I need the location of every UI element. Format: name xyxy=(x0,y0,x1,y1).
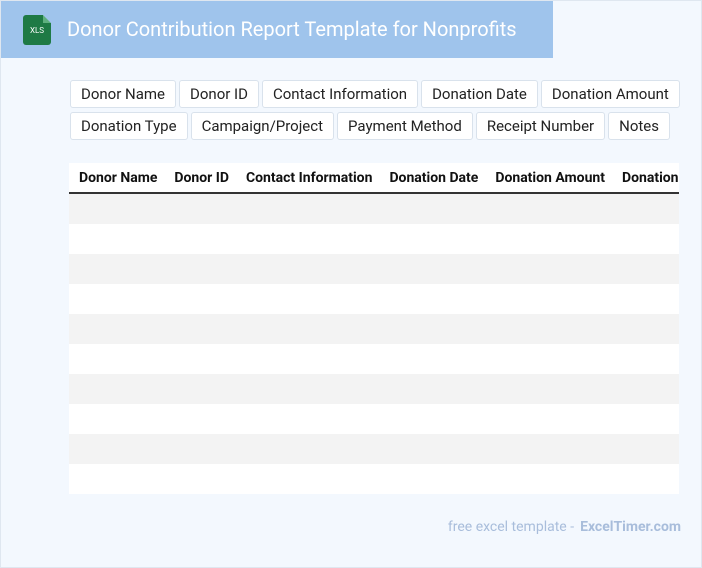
empty-cell xyxy=(69,314,165,344)
field-tag: Donor ID xyxy=(179,80,259,108)
empty-cell xyxy=(379,404,485,434)
empty-cell xyxy=(236,344,379,374)
empty-cell xyxy=(164,314,236,344)
column-header: Donation Type xyxy=(612,163,679,194)
field-tag: Payment Method xyxy=(337,112,473,140)
empty-cell xyxy=(164,464,236,494)
xls-icon: XLS xyxy=(23,15,51,45)
empty-cell xyxy=(485,254,612,284)
empty-cell xyxy=(164,193,236,224)
empty-cell xyxy=(379,224,485,254)
empty-cell xyxy=(485,193,612,224)
column-header: Donor ID xyxy=(164,163,236,194)
empty-cell xyxy=(236,404,379,434)
column-header: Contact Information xyxy=(235,163,380,194)
empty-cell xyxy=(69,224,164,254)
empty-cell xyxy=(69,434,165,464)
footer-brand[interactable]: ExcelTimer.com xyxy=(580,519,681,535)
empty-cell xyxy=(164,224,236,254)
field-tag: Contact Information xyxy=(261,80,419,108)
empty-cell xyxy=(612,374,679,404)
empty-cell xyxy=(235,374,380,404)
empty-cell xyxy=(69,404,164,434)
empty-cell xyxy=(485,284,612,314)
empty-cell xyxy=(379,434,486,464)
empty-row xyxy=(69,284,679,314)
empty-cell xyxy=(485,434,612,464)
empty-row xyxy=(69,464,679,494)
empty-cell xyxy=(379,374,486,404)
empty-cell xyxy=(485,344,612,374)
table: Donor Name Donor ID Contact Information Don… xyxy=(69,163,679,494)
empty-row xyxy=(69,434,679,464)
empty-cell xyxy=(612,344,679,374)
empty-cell xyxy=(235,314,380,344)
footer: free excel template - ExcelTimer.com xyxy=(448,519,681,535)
empty-cell xyxy=(379,193,486,224)
field-tag: Campaign/Project xyxy=(190,112,335,140)
empty-cell xyxy=(612,224,679,254)
empty-row xyxy=(69,374,679,404)
empty-cell xyxy=(612,434,679,464)
empty-cell xyxy=(379,284,485,314)
field-tags: Donor Name Donor ID Contact Information Don… xyxy=(70,80,682,140)
empty-cell xyxy=(69,254,165,284)
empty-cell xyxy=(164,434,236,464)
field-tag: Donor Name xyxy=(70,80,177,108)
empty-cell xyxy=(379,344,485,374)
empty-cell xyxy=(235,254,380,284)
column-header: Donation Date xyxy=(379,163,486,194)
empty-cell xyxy=(235,193,380,224)
empty-cell xyxy=(69,374,165,404)
field-tag: Donation Date xyxy=(421,80,538,108)
empty-cell xyxy=(612,284,679,314)
empty-cell xyxy=(612,254,679,284)
page-title: Donor Contribution Report Template for N… xyxy=(67,17,517,41)
empty-row xyxy=(69,404,679,434)
empty-cell xyxy=(236,284,379,314)
footer-text: free excel template - xyxy=(447,519,575,535)
empty-cell xyxy=(69,284,164,314)
empty-cell xyxy=(164,404,236,434)
column-header: Donation Amount xyxy=(485,163,612,194)
empty-row xyxy=(69,224,679,254)
empty-cell xyxy=(485,464,612,494)
empty-cell xyxy=(236,464,379,494)
empty-cell xyxy=(164,254,236,284)
field-tag: Donation Type xyxy=(70,112,188,140)
empty-cell xyxy=(379,314,486,344)
empty-cell xyxy=(612,314,679,344)
empty-cell xyxy=(485,224,612,254)
empty-cell xyxy=(485,314,612,344)
empty-cell xyxy=(164,284,236,314)
empty-cell xyxy=(69,464,164,494)
header-row: Donor Name Donor ID Contact Information Don… xyxy=(69,163,679,194)
empty-cell xyxy=(612,193,679,224)
empty-cell xyxy=(379,254,486,284)
empty-cell xyxy=(612,404,679,434)
empty-cell xyxy=(236,224,379,254)
field-tag: Donation Amount xyxy=(540,80,680,108)
table-preview: Donor Name Donor ID Contact Information Don… xyxy=(69,163,679,494)
empty-cell xyxy=(69,193,165,224)
empty-cell xyxy=(235,434,380,464)
empty-cell xyxy=(379,464,485,494)
empty-cell xyxy=(164,374,236,404)
empty-row xyxy=(69,314,679,344)
empty-cell xyxy=(612,464,679,494)
empty-cell xyxy=(164,344,236,374)
empty-row xyxy=(69,193,679,224)
header-banner: XLS Donor Contribution Report Template f… xyxy=(1,1,553,58)
field-tag: Receipt Number xyxy=(475,112,606,140)
empty-cell xyxy=(69,344,164,374)
empty-cell xyxy=(485,374,612,404)
empty-cell xyxy=(485,404,612,434)
empty-row xyxy=(69,254,679,284)
empty-row xyxy=(69,344,679,374)
field-tag: Notes xyxy=(608,112,670,140)
column-header: Donor Name xyxy=(69,163,165,194)
